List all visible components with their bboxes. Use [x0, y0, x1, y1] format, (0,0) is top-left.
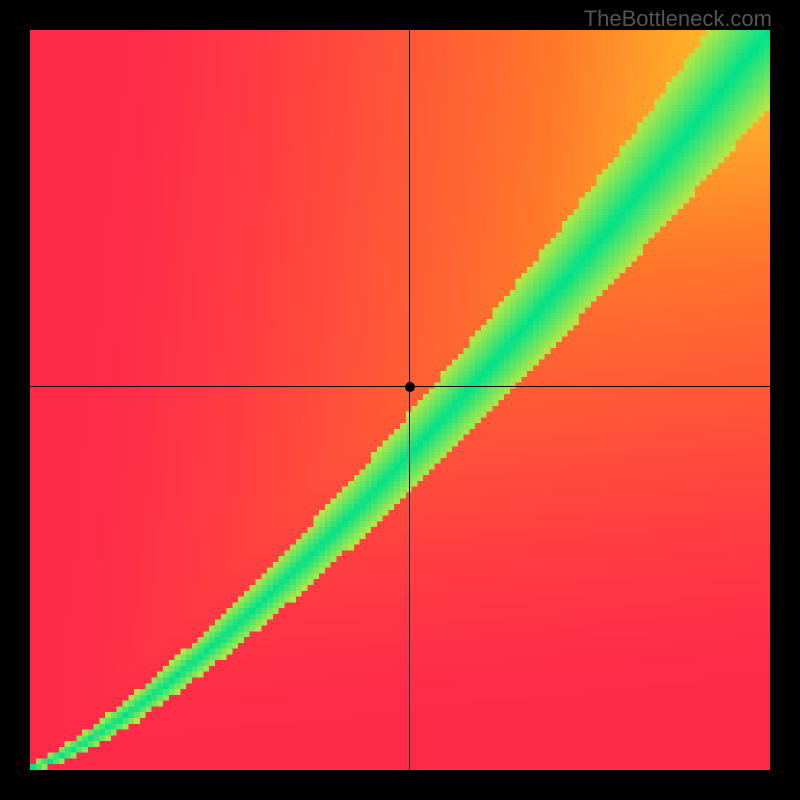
chart-container: TheBottleneck.com [0, 0, 800, 800]
bottleneck-heatmap [30, 30, 770, 770]
watermark-text: TheBottleneck.com [584, 6, 772, 32]
crosshair-horizontal [30, 386, 770, 388]
crosshair-vertical [409, 30, 411, 770]
selection-marker [405, 382, 415, 392]
